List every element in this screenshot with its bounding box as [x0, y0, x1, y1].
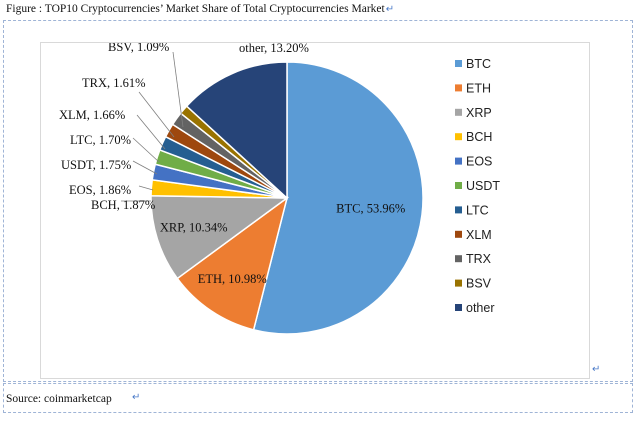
legend-label-ltc: LTC	[466, 203, 489, 217]
source-table-cell	[3, 383, 633, 413]
legend-label-eth: ETH	[466, 81, 491, 95]
slice-label-xlm: XLM, 1.66%	[59, 108, 125, 122]
leader-line-bsv	[172, 51, 184, 128]
slice-label-eth: ETH, 10.98%	[198, 272, 267, 286]
legend-swatch-eth	[455, 84, 462, 92]
legend-label-btc: BTC	[466, 57, 491, 71]
slice-label-xrp: XRP, 10.34%	[160, 221, 228, 235]
slice-label-bsv: BSV, 1.09%	[108, 43, 169, 54]
pie-chart: BTC, 53.96% ETH, 10.98% XRP, 10.34% BCH, 1.…	[59, 40, 500, 335]
pie-slice-other[interactable]	[185, 61, 288, 200]
legend-swatch-xrp	[455, 108, 462, 116]
leader-line-xlm	[136, 114, 166, 150]
legend-swatch-xlm	[455, 230, 462, 238]
pie-slice-eth[interactable]	[176, 196, 289, 331]
legend-label-bch: BCH	[466, 130, 492, 144]
leader-line-usdt	[132, 160, 158, 175]
caption-text: Figure : TOP10 Cryptocurrencies’ Market …	[6, 3, 385, 15]
legend-swatch-usdt	[455, 182, 462, 189]
legend-label-xlm: XLM	[466, 228, 492, 242]
legend-label-trx: TRX	[466, 252, 492, 266]
figure-caption: Figure : TOP10 Cryptocurrencies’ Market …	[6, 3, 394, 15]
legend-swatch-trx	[455, 255, 462, 263]
slice-label-trx: TRX, 1.61%	[82, 76, 146, 90]
leader-line-ltc	[132, 137, 160, 163]
pie-slice-xrp[interactable]	[150, 194, 290, 280]
slice-label-ltc: LTC, 1.70%	[70, 133, 131, 147]
slice-label-btc: BTC, 53.96%	[336, 201, 405, 215]
chart-frame[interactable]: BTC, 53.96% ETH, 10.98% XRP, 10.34% BCH, 1.…	[40, 40, 590, 379]
slice-label-bch: BCH, 1.87%	[91, 198, 155, 212]
pie-slice-btc[interactable]	[252, 61, 424, 335]
legend-swatch-bch	[455, 133, 462, 141]
legend-swatch-bsv	[455, 279, 462, 287]
legend-label-usdt: USDT	[466, 179, 500, 193]
slice-label-usdt: USDT, 1.75%	[61, 158, 131, 172]
source-text: Source: coinmarketcap	[6, 393, 112, 405]
chart-legend: BTC ETH XRP BCH EOS USDT LTC XLM TRX BSV other	[455, 57, 500, 315]
cell-end-mark-icon: ↵	[592, 364, 601, 375]
slice-label-other: other, 13.20%	[239, 43, 309, 55]
legend-swatch-eos	[455, 157, 462, 165]
legend-label-xrp: XRP	[466, 106, 492, 120]
paragraph-mark-icon: ↵	[385, 4, 395, 15]
figure-table-cell	[3, 20, 633, 382]
legend-swatch-ltc	[455, 206, 462, 214]
slice-label-eos: EOS, 1.86%	[69, 183, 131, 197]
legend-label-bsv: BSV	[466, 277, 492, 291]
legend-swatch-btc	[455, 60, 462, 67]
paragraph-mark-icon: ↵	[132, 392, 141, 403]
legend-label-eos: EOS	[466, 155, 492, 169]
legend-swatch-other	[455, 304, 462, 311]
leader-line-eos	[138, 185, 154, 191]
leader-line-trx	[138, 91, 175, 138]
legend-label-other: other	[466, 301, 495, 315]
